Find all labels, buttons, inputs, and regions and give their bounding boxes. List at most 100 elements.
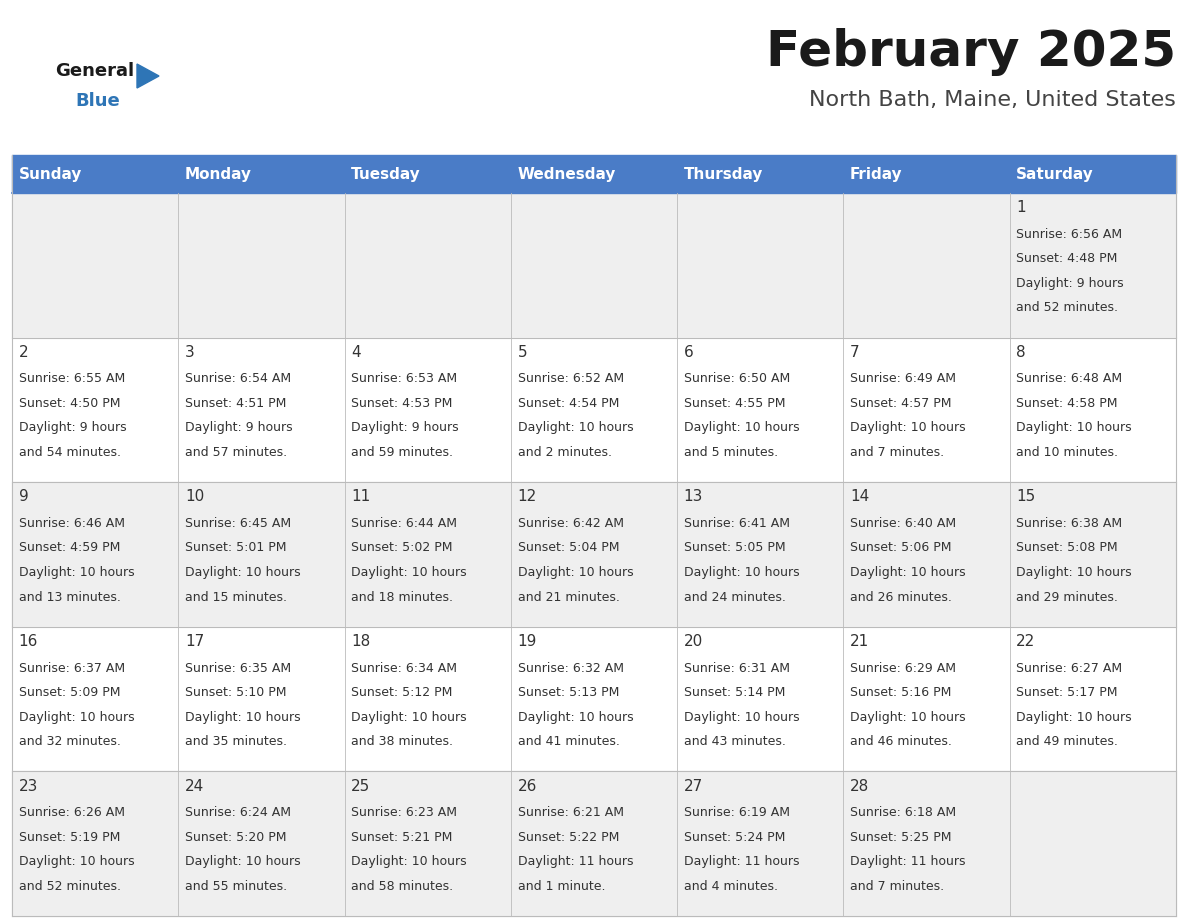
Text: Daylight: 11 hours: Daylight: 11 hours [851, 856, 966, 868]
Text: and 5 minutes.: and 5 minutes. [684, 446, 778, 459]
Text: Sunset: 4:48 PM: Sunset: 4:48 PM [1017, 252, 1118, 265]
Text: Sunset: 5:09 PM: Sunset: 5:09 PM [19, 686, 120, 700]
Text: Sunset: 5:13 PM: Sunset: 5:13 PM [518, 686, 619, 700]
Text: Sunrise: 6:37 AM: Sunrise: 6:37 AM [19, 662, 125, 675]
Text: Daylight: 10 hours: Daylight: 10 hours [19, 856, 134, 868]
Text: Daylight: 10 hours: Daylight: 10 hours [1017, 566, 1132, 579]
Text: and 7 minutes.: and 7 minutes. [851, 446, 944, 459]
Text: Sunset: 4:54 PM: Sunset: 4:54 PM [518, 397, 619, 409]
Text: Sunset: 5:01 PM: Sunset: 5:01 PM [185, 542, 286, 554]
Text: Sunset: 5:17 PM: Sunset: 5:17 PM [1017, 686, 1118, 700]
Text: Sunset: 4:57 PM: Sunset: 4:57 PM [851, 397, 952, 409]
Text: 5: 5 [518, 345, 527, 360]
Text: Sunrise: 6:55 AM: Sunrise: 6:55 AM [19, 373, 125, 386]
Text: Sunset: 4:53 PM: Sunset: 4:53 PM [352, 397, 453, 409]
Text: 8: 8 [1017, 345, 1026, 360]
Text: 28: 28 [851, 778, 870, 794]
Text: February 2025: February 2025 [766, 28, 1176, 76]
Text: and 21 minutes.: and 21 minutes. [518, 590, 619, 604]
Text: Sunset: 5:14 PM: Sunset: 5:14 PM [684, 686, 785, 700]
Text: Sunrise: 6:56 AM: Sunrise: 6:56 AM [1017, 228, 1123, 241]
Bar [12, 155, 1176, 193]
Text: Sunset: 5:12 PM: Sunset: 5:12 PM [352, 686, 453, 700]
Text: Sunrise: 6:41 AM: Sunrise: 6:41 AM [684, 517, 790, 530]
Text: Sunset: 5:19 PM: Sunset: 5:19 PM [19, 831, 120, 844]
Text: Sunrise: 6:53 AM: Sunrise: 6:53 AM [352, 373, 457, 386]
Text: 9: 9 [19, 489, 29, 504]
Bar [12, 627, 1176, 771]
Text: 16: 16 [19, 634, 38, 649]
Text: Sunrise: 6:48 AM: Sunrise: 6:48 AM [1017, 373, 1123, 386]
Text: Daylight: 10 hours: Daylight: 10 hours [851, 421, 966, 434]
Text: and 35 minutes.: and 35 minutes. [185, 735, 287, 748]
Text: and 1 minute.: and 1 minute. [518, 879, 605, 893]
Text: 17: 17 [185, 634, 204, 649]
Text: Daylight: 10 hours: Daylight: 10 hours [352, 711, 467, 723]
Text: 13: 13 [684, 489, 703, 504]
Text: 7: 7 [851, 345, 860, 360]
Text: 23: 23 [19, 778, 38, 794]
Text: 1: 1 [1017, 200, 1026, 215]
Text: Daylight: 10 hours: Daylight: 10 hours [185, 566, 301, 579]
Text: Daylight: 10 hours: Daylight: 10 hours [19, 711, 134, 723]
Text: Daylight: 10 hours: Daylight: 10 hours [185, 711, 301, 723]
Text: Sunrise: 6:45 AM: Sunrise: 6:45 AM [185, 517, 291, 530]
Text: 22: 22 [1017, 634, 1036, 649]
Text: 21: 21 [851, 634, 870, 649]
Text: Daylight: 9 hours: Daylight: 9 hours [19, 421, 126, 434]
Text: and 46 minutes.: and 46 minutes. [851, 735, 952, 748]
Text: Daylight: 10 hours: Daylight: 10 hours [684, 711, 800, 723]
Text: Sunrise: 6:34 AM: Sunrise: 6:34 AM [352, 662, 457, 675]
Text: Sunset: 5:08 PM: Sunset: 5:08 PM [1017, 542, 1118, 554]
Text: Sunrise: 6:24 AM: Sunrise: 6:24 AM [185, 806, 291, 819]
Text: Sunset: 5:04 PM: Sunset: 5:04 PM [518, 542, 619, 554]
Text: and 18 minutes.: and 18 minutes. [352, 590, 454, 604]
Text: Monday: Monday [185, 166, 252, 182]
Text: 15: 15 [1017, 489, 1036, 504]
Text: Sunrise: 6:32 AM: Sunrise: 6:32 AM [518, 662, 624, 675]
Text: Wednesday: Wednesday [518, 166, 615, 182]
Text: Daylight: 10 hours: Daylight: 10 hours [518, 421, 633, 434]
Text: Sunset: 5:20 PM: Sunset: 5:20 PM [185, 831, 286, 844]
Text: Sunset: 4:55 PM: Sunset: 4:55 PM [684, 397, 785, 409]
Text: Sunrise: 6:29 AM: Sunrise: 6:29 AM [851, 662, 956, 675]
Text: Sunset: 4:51 PM: Sunset: 4:51 PM [185, 397, 286, 409]
Text: Sunrise: 6:35 AM: Sunrise: 6:35 AM [185, 662, 291, 675]
Text: Sunset: 5:21 PM: Sunset: 5:21 PM [352, 831, 453, 844]
Text: Sunrise: 6:23 AM: Sunrise: 6:23 AM [352, 806, 457, 819]
Text: and 32 minutes.: and 32 minutes. [19, 735, 120, 748]
Text: 2: 2 [19, 345, 29, 360]
Bar [12, 482, 1176, 627]
Text: and 43 minutes.: and 43 minutes. [684, 735, 785, 748]
Text: and 26 minutes.: and 26 minutes. [851, 590, 952, 604]
Text: Thursday: Thursday [684, 166, 763, 182]
Text: Sunset: 5:24 PM: Sunset: 5:24 PM [684, 831, 785, 844]
Text: Daylight: 9 hours: Daylight: 9 hours [352, 421, 459, 434]
Text: Daylight: 10 hours: Daylight: 10 hours [352, 566, 467, 579]
Text: 20: 20 [684, 634, 703, 649]
Text: and 58 minutes.: and 58 minutes. [352, 879, 454, 893]
Text: Daylight: 10 hours: Daylight: 10 hours [1017, 711, 1132, 723]
Text: Daylight: 10 hours: Daylight: 10 hours [851, 566, 966, 579]
Text: Sunrise: 6:21 AM: Sunrise: 6:21 AM [518, 806, 624, 819]
Text: Daylight: 9 hours: Daylight: 9 hours [185, 421, 292, 434]
Text: and 54 minutes.: and 54 minutes. [19, 446, 121, 459]
Text: Sunrise: 6:18 AM: Sunrise: 6:18 AM [851, 806, 956, 819]
Text: Sunrise: 6:38 AM: Sunrise: 6:38 AM [1017, 517, 1123, 530]
Text: 26: 26 [518, 778, 537, 794]
Text: Tuesday: Tuesday [352, 166, 421, 182]
Text: Sunrise: 6:31 AM: Sunrise: 6:31 AM [684, 662, 790, 675]
Text: Daylight: 10 hours: Daylight: 10 hours [518, 566, 633, 579]
Text: Friday: Friday [851, 166, 903, 182]
Bar [12, 193, 1176, 338]
Text: Sunrise: 6:49 AM: Sunrise: 6:49 AM [851, 373, 956, 386]
Text: Sunrise: 6:19 AM: Sunrise: 6:19 AM [684, 806, 790, 819]
Text: Sunrise: 6:26 AM: Sunrise: 6:26 AM [19, 806, 125, 819]
Text: and 24 minutes.: and 24 minutes. [684, 590, 785, 604]
Text: Sunrise: 6:52 AM: Sunrise: 6:52 AM [518, 373, 624, 386]
Text: and 15 minutes.: and 15 minutes. [185, 590, 287, 604]
Text: Sunrise: 6:40 AM: Sunrise: 6:40 AM [851, 517, 956, 530]
Text: 19: 19 [518, 634, 537, 649]
Text: Daylight: 10 hours: Daylight: 10 hours [684, 566, 800, 579]
Text: Daylight: 10 hours: Daylight: 10 hours [518, 711, 633, 723]
